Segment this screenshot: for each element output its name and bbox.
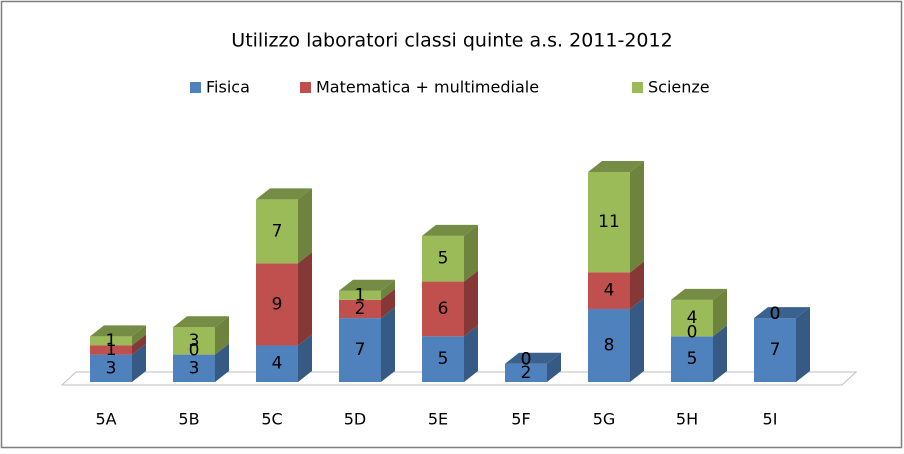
bar-front	[339, 299, 381, 319]
bar-side	[464, 224, 478, 282]
bar-side	[132, 325, 146, 346]
bar-front	[90, 345, 132, 355]
bar-front	[90, 336, 132, 346]
data-label: 4	[604, 281, 615, 301]
data-label: 7	[272, 221, 283, 241]
bar-front	[90, 354, 132, 382]
x-tick-label: 5B	[178, 410, 199, 429]
bar-side	[547, 352, 561, 382]
bar-front	[671, 336, 713, 382]
bar-side	[630, 297, 644, 382]
data-label: 2	[521, 363, 532, 383]
data-label: 7	[355, 340, 366, 360]
bar-front	[588, 308, 630, 382]
bar-side	[464, 325, 478, 382]
bar-front	[754, 318, 796, 382]
data-label: 1	[106, 340, 117, 360]
x-tick-label: 5A	[95, 410, 116, 429]
data-label: 0	[521, 350, 532, 370]
data-label: 8	[604, 335, 615, 355]
bar-front	[173, 327, 215, 355]
data-label: 5	[438, 249, 449, 269]
bar-side	[630, 161, 644, 273]
bar-side	[381, 307, 395, 382]
data-label: 0	[770, 304, 781, 324]
bar-front	[339, 290, 381, 300]
data-label: 0	[687, 322, 698, 342]
bar-front	[671, 299, 713, 337]
x-tick-label: 5D	[344, 410, 367, 429]
data-label: 4	[272, 354, 283, 374]
data-label: 5	[687, 349, 698, 369]
bar-side	[381, 279, 395, 300]
x-tick-label: 5E	[428, 410, 448, 429]
bar-top	[90, 325, 146, 337]
bar-side	[132, 334, 146, 355]
legend-label: Matematica + multimediale	[316, 78, 539, 97]
bar-side	[132, 343, 146, 382]
bar-side	[381, 288, 395, 319]
bar-front	[422, 336, 464, 382]
data-label: 6	[438, 299, 449, 319]
legend-swatch	[190, 82, 201, 93]
data-label: 11	[598, 212, 620, 232]
bar-top	[173, 316, 229, 328]
data-label: 3	[106, 358, 117, 378]
data-label: 0	[770, 304, 781, 324]
data-label: 1	[106, 331, 117, 351]
bar-top	[588, 161, 644, 173]
data-label: 5	[438, 349, 449, 369]
x-tick-label: 5F	[511, 410, 530, 429]
data-label: 1	[355, 285, 366, 305]
bar-front	[505, 363, 547, 382]
x-tick-label: 5I	[763, 410, 778, 429]
bar-top	[339, 279, 395, 291]
chart-title: Utilizzo laboratori classi quinte a.s. 2…	[231, 30, 672, 52]
data-label: 7	[770, 340, 781, 360]
data-label: 3	[189, 358, 200, 378]
bar-front	[173, 354, 215, 382]
plot-area: 5A3115B3035C4975D7215E5655F2005G84115H50…	[90, 161, 810, 429]
bar-top	[754, 307, 810, 319]
bar-top	[256, 188, 312, 200]
bar-side	[713, 325, 727, 382]
bar-side	[298, 252, 312, 346]
bar-side	[630, 261, 644, 309]
bar-side	[796, 307, 810, 382]
bar-side	[215, 316, 229, 355]
legend-swatch	[300, 82, 311, 93]
bar-side	[713, 288, 727, 337]
bar-front	[256, 199, 298, 264]
x-tick-label: 5G	[593, 410, 616, 429]
bar-side	[298, 334, 312, 382]
bar-front	[422, 235, 464, 282]
data-label: 3	[189, 331, 200, 351]
bar-top	[422, 224, 478, 236]
data-label: 2	[355, 299, 366, 319]
bar-side	[215, 343, 229, 382]
data-label: 9	[272, 294, 283, 314]
bar-side	[464, 270, 478, 337]
legend: Fisica Matematica + multimediale Scienze	[190, 78, 710, 97]
legend-label: Fisica	[206, 78, 250, 97]
legend-label: Scienze	[648, 78, 710, 97]
bar-top	[671, 288, 727, 300]
x-tick-label: 5H	[676, 410, 698, 429]
bar-top	[505, 352, 561, 364]
bar-front	[422, 281, 464, 337]
bar-front	[588, 272, 630, 309]
bar-side	[298, 188, 312, 264]
legend-swatch	[632, 82, 643, 93]
bar-front	[588, 172, 630, 273]
x-tick-label: 5C	[261, 410, 282, 429]
data-label: 0	[521, 350, 532, 370]
bar-front	[256, 263, 298, 346]
bar-front	[256, 345, 298, 382]
bar-front	[339, 318, 381, 382]
data-label: 0	[189, 341, 200, 361]
data-label: 4	[687, 308, 698, 328]
